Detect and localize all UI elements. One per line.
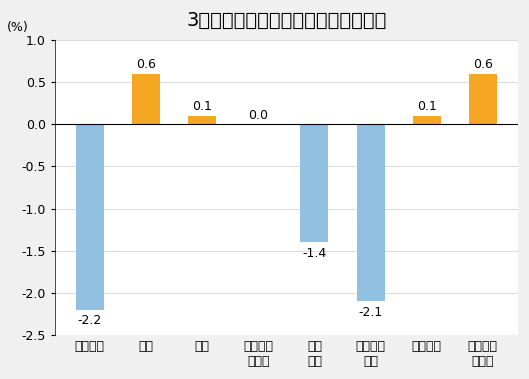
Text: 0.6: 0.6 — [473, 58, 492, 71]
Text: -2.1: -2.1 — [359, 305, 382, 318]
Bar — [188, 116, 216, 124]
Title: 3月份居民消费价格分类别环比涨跌幅: 3月份居民消费价格分类别环比涨跌幅 — [186, 11, 387, 30]
Bar — [300, 124, 329, 242]
Bar — [76, 124, 104, 310]
Text: -2.2: -2.2 — [78, 314, 102, 327]
Bar — [132, 74, 160, 124]
Y-axis label: (%): (%) — [7, 21, 29, 34]
Text: 0.1: 0.1 — [192, 100, 212, 113]
Text: 0.6: 0.6 — [136, 58, 156, 71]
Bar — [413, 116, 441, 124]
Text: -1.4: -1.4 — [302, 246, 326, 260]
Text: 0.0: 0.0 — [248, 109, 268, 122]
Bar — [357, 124, 385, 301]
Bar — [469, 74, 497, 124]
Text: 0.1: 0.1 — [417, 100, 436, 113]
